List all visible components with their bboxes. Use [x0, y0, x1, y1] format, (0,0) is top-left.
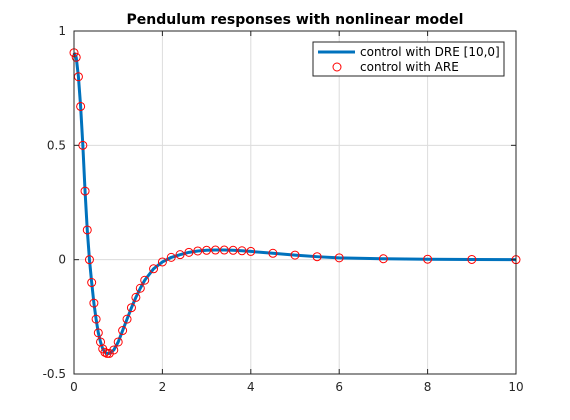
series-marker-are	[118, 326, 128, 336]
series-marker-are	[423, 254, 433, 264]
series-marker-are	[166, 252, 176, 262]
series-marker-are	[126, 303, 136, 313]
series-marker-are	[82, 225, 92, 235]
series-marker-are	[131, 292, 141, 302]
series-marker-are	[202, 245, 212, 255]
series-marker-are	[334, 253, 344, 263]
series-marker-are	[89, 298, 99, 308]
plot-area-frame	[73, 30, 517, 375]
y-tick-label: 0	[58, 253, 66, 267]
series-marker-are	[71, 52, 81, 62]
y-tick-label: -0.5	[43, 367, 66, 381]
series-marker-are	[84, 255, 94, 265]
series-marker-are	[76, 101, 86, 111]
series-marker-are	[109, 345, 119, 355]
legend-label-are: control with ARE	[360, 60, 459, 74]
series-marker-are	[80, 186, 90, 196]
series-marker-are	[93, 328, 103, 338]
grid-layer	[73, 30, 517, 375]
series-marker-are	[210, 245, 220, 255]
legend-label-dre: control with DRE [10,0]	[360, 45, 500, 59]
series-marker-are	[149, 264, 159, 274]
series-marker-are	[219, 245, 229, 255]
series-marker-are	[87, 278, 97, 288]
x-tick-label: 6	[335, 380, 343, 394]
data-layer	[69, 48, 521, 358]
series-marker-are	[378, 254, 388, 264]
x-tick-label: 10	[508, 380, 523, 394]
series-marker-are	[157, 257, 167, 267]
series-marker-are	[96, 337, 106, 347]
series-line-dre	[72, 52, 517, 355]
series-marker-are	[91, 314, 101, 324]
series-marker-are	[290, 250, 300, 260]
legend-box	[312, 41, 505, 77]
series-marker-are	[113, 337, 123, 347]
series-marker-are	[140, 275, 150, 285]
x-tick-label: 2	[159, 380, 167, 394]
series-marker-are	[312, 252, 322, 262]
x-tick-label: 4	[247, 380, 255, 394]
series-marker-are	[268, 248, 278, 258]
legend: control with DRE [10,0] control with ARE	[312, 41, 505, 77]
series-marker-are	[467, 254, 477, 264]
series-marker-are	[135, 283, 145, 293]
x-tick-label: 0	[70, 380, 78, 394]
series-marker-are	[246, 246, 256, 256]
y-tick-label: 0.5	[47, 138, 66, 152]
chart-title: Pendulum responses with nonlinear model	[127, 12, 464, 28]
tick-layer: 0 2 4 6 8 10 -0.5 0 0.5 1	[43, 24, 524, 394]
series-marker-are	[122, 314, 132, 324]
series-marker-are	[184, 247, 194, 257]
y-tick-label: 1	[58, 24, 66, 38]
series-marker-are	[228, 245, 238, 255]
series-marker-are	[175, 250, 185, 260]
legend-circle-sample	[332, 62, 342, 72]
x-tick-label: 8	[424, 380, 432, 394]
series-marker-are	[193, 246, 203, 256]
series-marker-are	[237, 246, 247, 256]
series-marker-are	[100, 347, 110, 357]
